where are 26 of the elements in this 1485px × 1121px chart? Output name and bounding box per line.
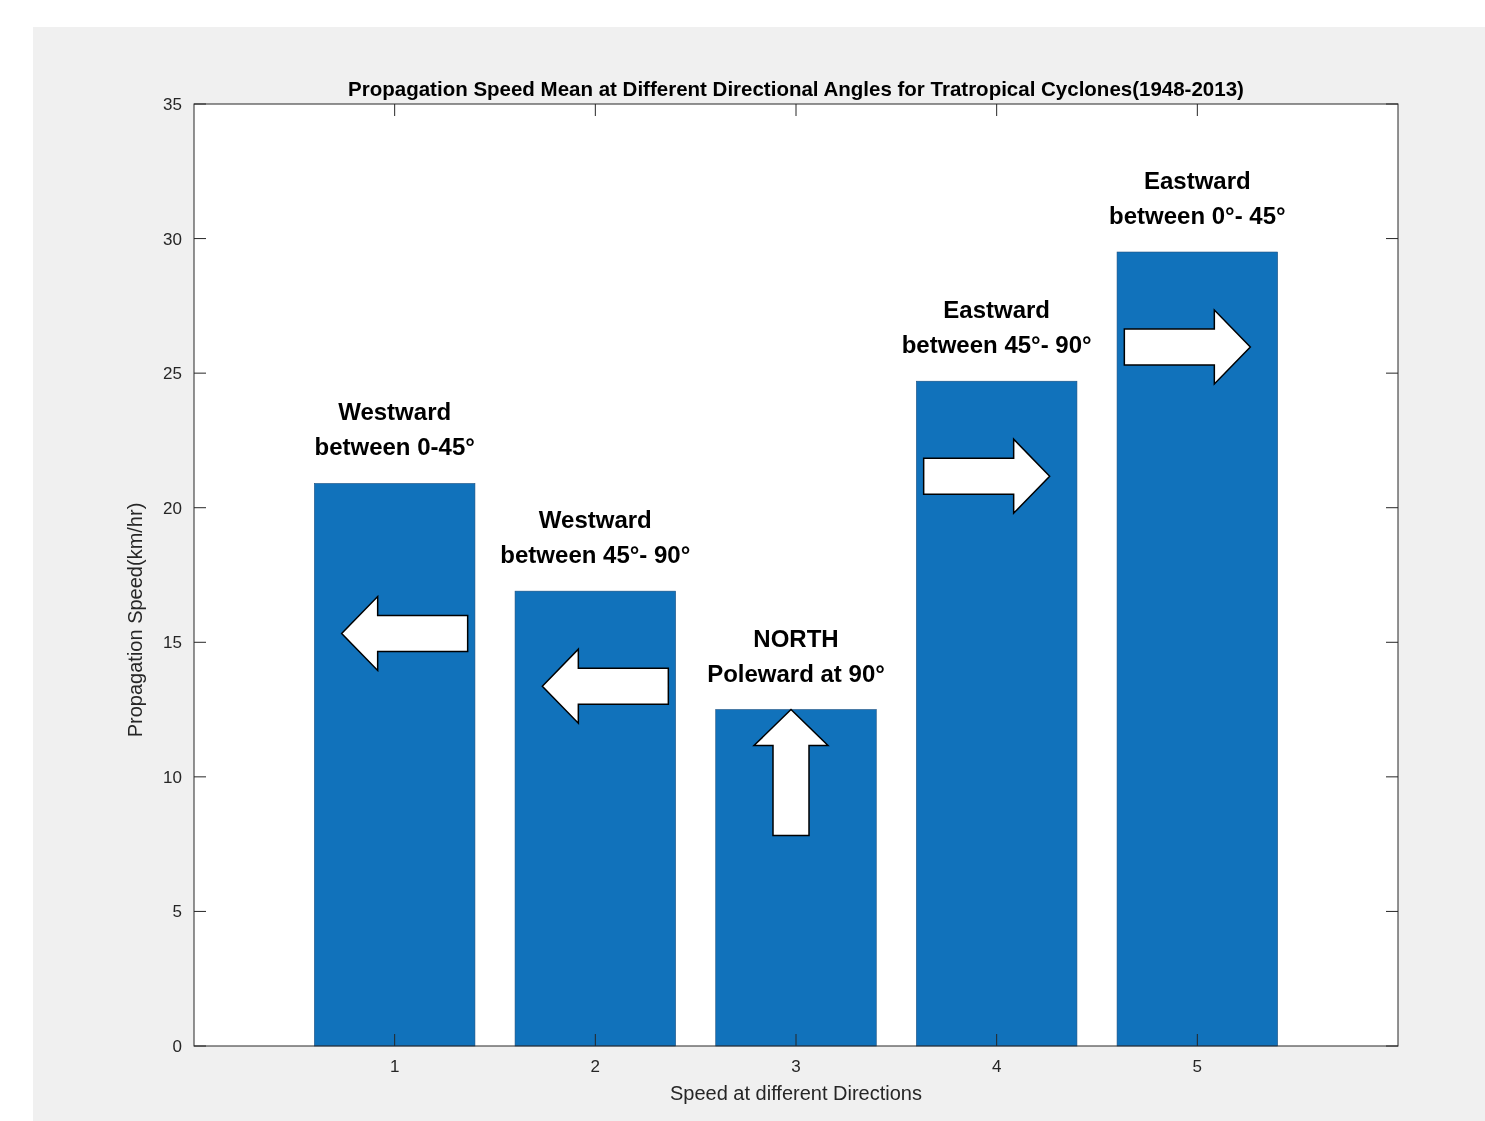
y-axis-title: Propagation Speed(km/hr) (124, 502, 146, 738)
x-tick-label: 4 (991, 1057, 1002, 1076)
x-tick-label: 5 (1192, 1057, 1203, 1076)
chart-title: Propagation Speed Mean at Different Directional Angles for Tratropical Cyclones(1948-2013) (348, 77, 1244, 100)
annotation: NORTH Poleward at 90° (707, 624, 885, 687)
y-tick-label: 20 (163, 498, 182, 518)
annotation: Westward between 45°- 90° (500, 506, 691, 569)
y-tick-label: 10 (163, 767, 182, 787)
bar (715, 709, 877, 1047)
y-tick-label: 35 (163, 94, 182, 114)
bar (1116, 251, 1278, 1047)
y-tick-label: 5 (172, 902, 182, 922)
y-tick-label: 25 (163, 364, 182, 384)
annotation: Eastward between 0°- 45° (1109, 167, 1286, 230)
bar (916, 380, 1078, 1047)
y-tick-label: 0 (172, 1036, 182, 1056)
y-tick-label: 30 (163, 229, 182, 249)
x-axis-title: Speed at different Directions (669, 1082, 923, 1104)
annotation: Eastward between 45°- 90° (901, 296, 1092, 359)
x-tick-label: 1 (389, 1057, 400, 1076)
annotation: Westward between 0-45° (314, 398, 475, 461)
x-tick-label: 2 (590, 1057, 601, 1076)
bar (514, 590, 676, 1047)
bar (314, 483, 476, 1047)
x-tick-label: 3 (791, 1057, 801, 1076)
y-tick-label: 15 (163, 633, 182, 653)
